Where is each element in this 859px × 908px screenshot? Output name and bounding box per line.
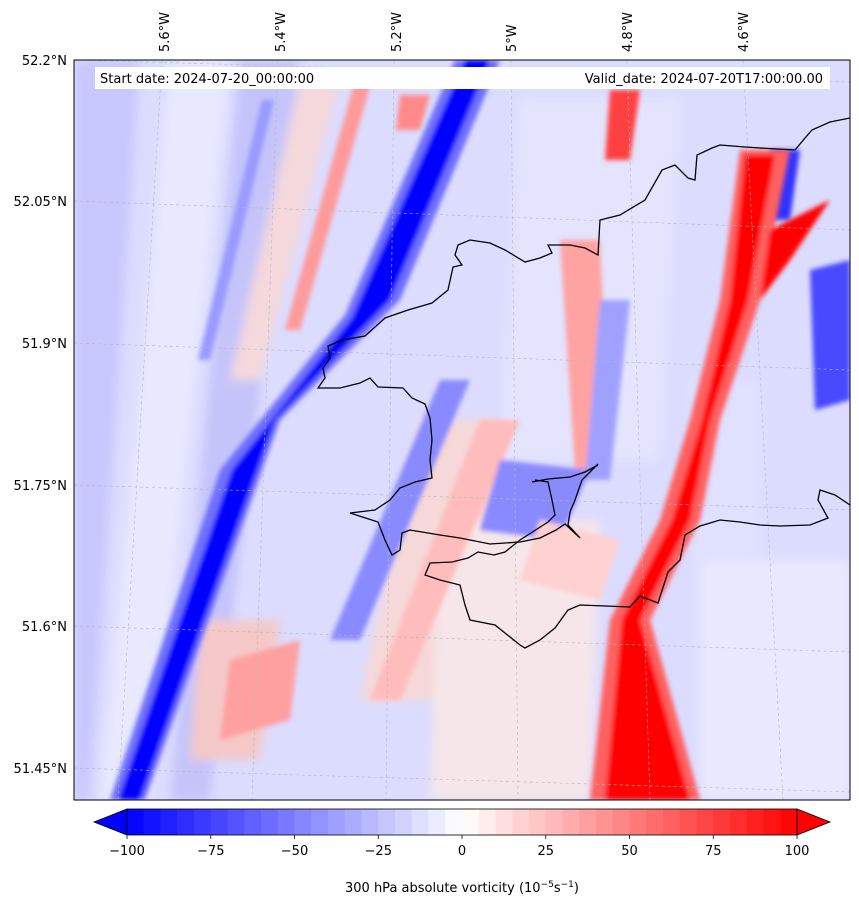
lat-label-51.6n: 51.6°N: [22, 620, 67, 635]
colorbar-step: [395, 809, 413, 835]
colorbar-tick-label: −75: [197, 844, 224, 859]
colorbar-step: [127, 809, 145, 835]
colorbar-step: [663, 809, 681, 835]
colorbar-high-extend: [796, 808, 832, 836]
coastline-north-wales: [316, 117, 850, 556]
map-frame: [73, 59, 851, 801]
colorbar-ticks: −100 −75 −50 −25 0 25 50 75 100: [109, 835, 809, 859]
colorbar-step: [294, 809, 312, 835]
lon-label-5.2w: 5.2°W: [390, 12, 405, 52]
lon-label-4.6w: 4.6°W: [737, 12, 752, 52]
colorbar-step: [696, 809, 714, 835]
lat-label-52.05n: 52.05°N: [14, 195, 67, 210]
colorbar-step: [780, 809, 798, 835]
vorticity-streaks: [198, 80, 850, 740]
vorticity-field: [74, 60, 850, 800]
colorbar-step: [411, 809, 429, 835]
colorbar-step: [361, 809, 379, 835]
colorbar-step: [612, 809, 630, 835]
start-date-text: Start date: 2024-07-20_00:00:00: [100, 72, 314, 87]
colorbar-step: [529, 809, 547, 835]
longitude-labels: 5.6°W 5.4°W 5.2°W 5°W 4.8°W 4.6°W: [158, 12, 752, 52]
coastline-islet: [531, 464, 599, 483]
colorbar-low-extend: [92, 808, 128, 836]
colorbar-tick-label: 75: [705, 844, 722, 859]
colorbar-step: [646, 809, 664, 835]
positive-vorticity-band: [590, 150, 830, 800]
lon-label-5w: 5°W: [505, 24, 520, 52]
colorbar-step: [227, 809, 245, 835]
colorbar-tick-label: −50: [281, 844, 308, 859]
lat-label-51.75n: 51.75°N: [14, 479, 67, 494]
colorbar-step: [478, 809, 496, 835]
colorbar-step: [428, 809, 446, 835]
colorbar-step: [746, 809, 764, 835]
colorbar-step: [210, 809, 228, 835]
colorbar-step: [328, 809, 346, 835]
colorbar-step: [462, 809, 480, 835]
negative-vorticity-band: [110, 60, 500, 800]
colorbar-step: [261, 809, 279, 835]
colorbar-step: [763, 809, 781, 835]
colorbar-label: 300 hPa absolute vorticity (10−5s−1): [345, 880, 579, 896]
coastlines: [316, 117, 850, 649]
colorbar-step: [244, 809, 262, 835]
colorbar-step: [160, 809, 178, 835]
colorbar-step: [344, 809, 362, 835]
colorbar-step: [311, 809, 329, 835]
lon-label-5.6w: 5.6°W: [158, 12, 173, 52]
lat-label-51.9n: 51.9°N: [22, 337, 67, 352]
colorbar-tick-label: −100: [109, 844, 145, 859]
colorbar-step: [143, 809, 161, 835]
colorbar-tick-label: 100: [785, 844, 810, 859]
colorbar-tick-label: 0: [458, 844, 466, 859]
latitude-labels: 52.2°N 52.05°N 51.9°N 51.75°N 51.6°N 51.…: [14, 54, 67, 777]
colorbar-step: [730, 809, 748, 835]
lat-label-52.2n: 52.2°N: [22, 54, 67, 69]
date-banner: [95, 67, 830, 89]
colorbar-step: [679, 809, 697, 835]
colorbar-step: [713, 809, 731, 835]
colorbar-step: [545, 809, 563, 835]
colorbar-tick-label: 25: [537, 844, 554, 859]
coastline-peninsula: [424, 479, 850, 649]
map-panel: Start date: 2024-07-20_00:00:00 Valid_da…: [73, 59, 851, 801]
lon-label-4.8w: 4.8°W: [621, 12, 636, 52]
colorbar-step: [378, 809, 396, 835]
colorbar-tick-label: 50: [621, 844, 638, 859]
colorbar-step: [495, 809, 513, 835]
colorbar-step: [177, 809, 195, 835]
colorbar-step: [194, 809, 212, 835]
colorbar-step: [512, 809, 530, 835]
colorbar-step: [562, 809, 580, 835]
colorbar-step: [277, 809, 295, 835]
colorbar-steps: [127, 809, 798, 835]
lon-label-5.4w: 5.4°W: [274, 12, 289, 52]
lat-label-51.45n: 51.45°N: [14, 762, 67, 777]
colorbar-step: [579, 809, 597, 835]
colorbar-step: [445, 809, 463, 835]
colorbar-tick-label: −25: [365, 844, 392, 859]
valid-date-text: Valid_date: 2024-07-20T17:00:00.00: [585, 72, 823, 87]
colorbar-step: [629, 809, 647, 835]
colorbar-step: [596, 809, 614, 835]
colorbar: −100 −75 −50 −25 0 25 50 75 100 300 hPa absolute…: [92, 808, 832, 896]
